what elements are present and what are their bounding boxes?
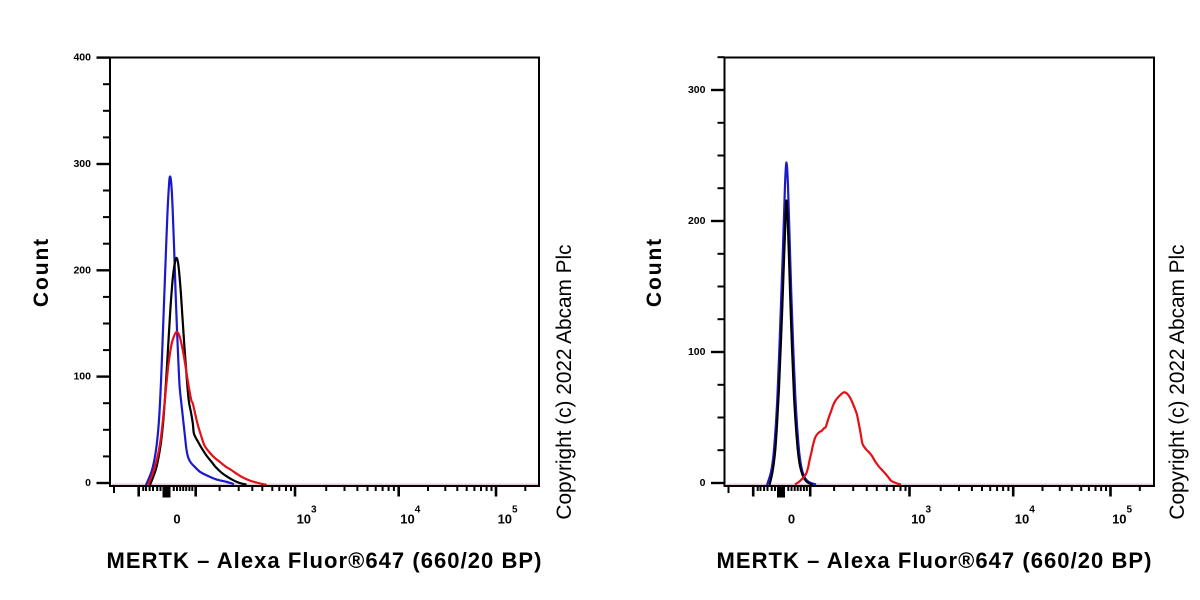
svg-text:3: 3	[926, 505, 932, 516]
svg-text:10: 10	[297, 512, 311, 527]
svg-text:4: 4	[1029, 505, 1035, 516]
svg-text:200: 200	[688, 215, 706, 227]
svg-text:5: 5	[512, 505, 518, 516]
svg-text:200: 200	[73, 264, 91, 276]
svg-text:10: 10	[498, 512, 512, 527]
svg-text:100: 100	[73, 371, 91, 383]
svg-text:0: 0	[173, 512, 180, 527]
svg-text:0: 0	[788, 512, 795, 527]
svg-text:300: 300	[688, 84, 706, 96]
svg-text:400: 400	[73, 52, 91, 64]
svg-text:0: 0	[85, 477, 91, 489]
svg-text:5: 5	[1127, 505, 1133, 516]
svg-text:10: 10	[1112, 512, 1126, 527]
svg-text:0: 0	[700, 477, 706, 489]
svg-text:4: 4	[415, 505, 421, 516]
svg-text:10: 10	[911, 512, 925, 527]
svg-text:10: 10	[1015, 512, 1029, 527]
svg-text:100: 100	[688, 346, 706, 358]
svg-text:3: 3	[311, 505, 317, 516]
svg-text:300: 300	[73, 158, 91, 170]
svg-text:10: 10	[400, 512, 414, 527]
